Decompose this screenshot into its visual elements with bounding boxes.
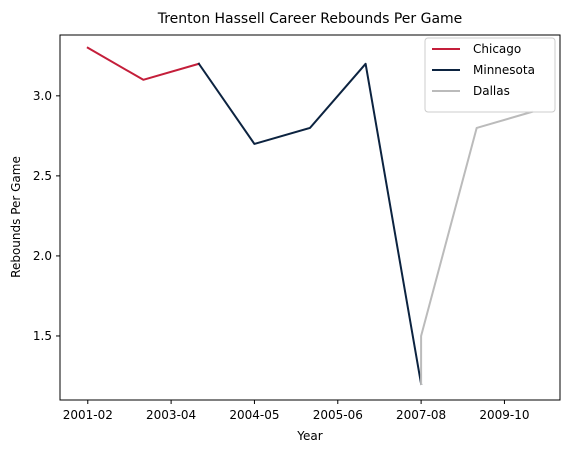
x-tick-label: 2007-08 — [396, 408, 446, 422]
y-tick-label: 3.0 — [33, 89, 52, 103]
legend-label-chicago: Chicago — [473, 42, 521, 56]
y-axis-label: Rebounds Per Game — [9, 156, 23, 278]
series-line-chicago — [86, 46, 201, 81]
x-tick-label: 2005-06 — [313, 408, 363, 422]
legend: Chicago Minnesota Dallas — [424, 37, 556, 113]
series-line-dallas — [420, 110, 534, 385]
y-axis: 1.5 2.0 2.5 3.0 — [33, 89, 60, 343]
legend-box — [424, 37, 556, 113]
x-tick-label: 2009-10 — [479, 408, 529, 422]
chart-title: Trenton Hassell Career Rebounds Per Game — [157, 11, 463, 27]
y-tick-label: 2.0 — [33, 249, 52, 263]
x-tick-label: 2003-04 — [146, 408, 196, 422]
legend-label-dallas: Dallas — [473, 84, 510, 98]
x-axis: 2001-02 2003-04 2004-05 2005-06 2007-08 2009-… — [63, 400, 530, 422]
series-layer — [86, 46, 534, 386]
y-tick-label: 1.5 — [33, 329, 52, 343]
x-tick-label: 2001-02 — [63, 408, 113, 422]
legend-label-minnesota: Minnesota — [473, 63, 535, 77]
series-line-minnesota — [197, 62, 423, 386]
x-tick-label: 2004-05 — [229, 408, 279, 422]
x-axis-label: Year — [296, 429, 322, 443]
plot-area — [59, 34, 561, 401]
y-tick-label: 2.5 — [33, 169, 52, 183]
